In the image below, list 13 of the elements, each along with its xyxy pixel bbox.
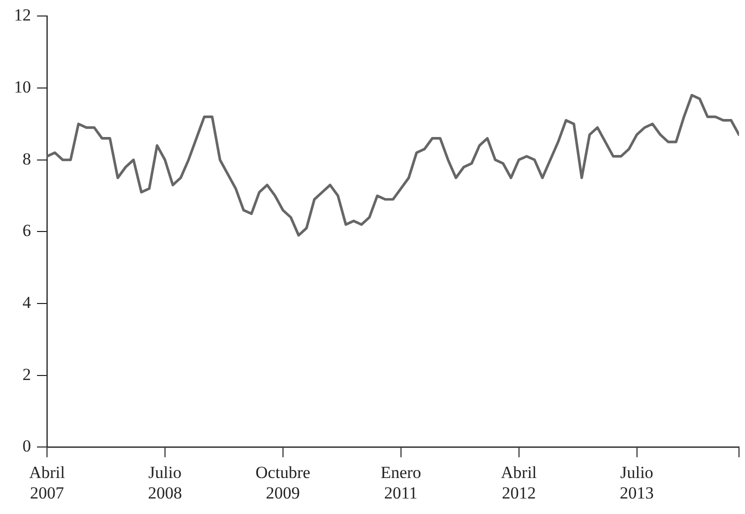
- y-tick-label: 6: [22, 221, 31, 240]
- y-tick-label: 0: [22, 436, 31, 456]
- x-tick-label: Julio 2008: [148, 462, 182, 502]
- y-tick-label: 8: [22, 149, 31, 168]
- y-tick-label: 12: [14, 6, 31, 25]
- y-tick-label: 2: [22, 364, 31, 384]
- x-tick-label: Julio 2013: [620, 462, 654, 502]
- x-tick-label: Enero 2011: [380, 462, 422, 502]
- y-tick-label: 4: [22, 293, 32, 312]
- x-tick-label: Octubre 2009: [256, 462, 310, 502]
- x-tick-label: Abril 2007: [29, 462, 66, 502]
- y-tick-label: 10: [14, 78, 31, 96]
- x-tick-label: Abril 2012: [500, 462, 538, 502]
